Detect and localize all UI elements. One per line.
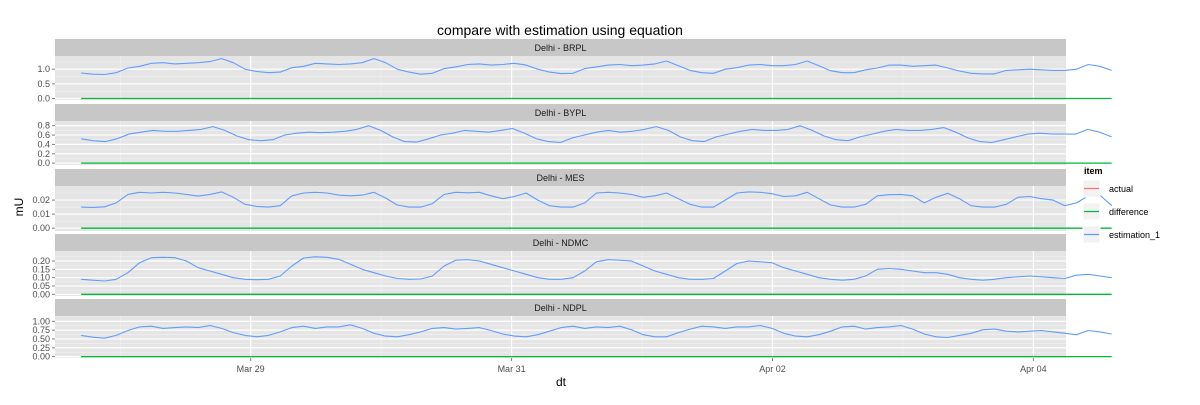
y-tick-label: 0.0 bbox=[37, 94, 50, 104]
facet-strip bbox=[55, 169, 1066, 186]
y-tick-label: 0.2 bbox=[37, 149, 50, 159]
y-tick-label: 0.01 bbox=[32, 209, 50, 219]
y-tick-label: 0.5 bbox=[37, 79, 50, 89]
series-line-estimation-1 bbox=[81, 191, 1113, 208]
y-tick-label: 0.10 bbox=[32, 273, 50, 283]
y-tick-label: 0.4 bbox=[37, 139, 50, 149]
series-line-estimation-1 bbox=[81, 125, 1112, 144]
y-tick-label: 0.6 bbox=[37, 130, 50, 140]
y-tick-label: 0.20 bbox=[32, 256, 50, 266]
x-tick-label: Apr 02 bbox=[759, 364, 786, 374]
y-tick-label: 0.50 bbox=[32, 334, 50, 344]
y-tick-label: 1.00 bbox=[32, 316, 50, 326]
y-tick-label: 0.00 bbox=[32, 352, 50, 362]
y-tick-label: 0.25 bbox=[32, 343, 50, 353]
facet-strip bbox=[55, 39, 1066, 56]
series-line-estimation-1 bbox=[81, 324, 1112, 339]
facet-panel bbox=[55, 186, 1066, 231]
x-tick-label: Mar 29 bbox=[237, 364, 265, 374]
chart-title: compare with estimation using equation bbox=[437, 22, 683, 38]
x-tick-label: Apr 04 bbox=[1020, 364, 1047, 374]
y-tick-label: 0.00 bbox=[32, 223, 50, 233]
y-tick-label: 0.00 bbox=[32, 289, 50, 299]
y-tick-label: 0.02 bbox=[32, 195, 50, 205]
facet-strip-label: Delhi - BRPL bbox=[534, 43, 586, 53]
legend-title: item bbox=[1084, 166, 1103, 176]
facet-strip-label: Delhi - MES bbox=[536, 173, 584, 183]
y-tick-label: 0.0 bbox=[37, 158, 50, 168]
legend-label: difference bbox=[1109, 207, 1148, 217]
facet-panel bbox=[55, 316, 1066, 358]
facet-strip bbox=[55, 299, 1066, 316]
facet-strip-label: Delhi - NDMC bbox=[533, 238, 589, 248]
facet-strip-label: Delhi - BYPL bbox=[535, 108, 587, 118]
y-tick-label: 0.15 bbox=[32, 264, 50, 274]
facet-panel bbox=[55, 56, 1066, 100]
series-line-estimation-1 bbox=[81, 256, 1112, 282]
facet-strip bbox=[55, 234, 1066, 251]
facet-strip bbox=[55, 104, 1066, 121]
x-axis-label: dt bbox=[556, 375, 567, 389]
y-tick-label: 0.05 bbox=[32, 281, 50, 291]
y-tick-label: 1.0 bbox=[37, 64, 50, 74]
facet-strip-label: Delhi - NDPL bbox=[534, 303, 587, 313]
y-tick-label: 0.75 bbox=[32, 325, 50, 335]
x-axis: Mar 29 Mar 31 Apr 02 Apr 04 bbox=[237, 358, 1047, 374]
series-line-estimation-1 bbox=[81, 58, 1112, 76]
legend-label: estimation_1 bbox=[1109, 230, 1160, 240]
x-tick-label: Mar 31 bbox=[498, 364, 526, 374]
y-axis-label: mU bbox=[12, 198, 26, 217]
legend-label: actual bbox=[1109, 184, 1133, 194]
y-tick-label: 0.8 bbox=[37, 121, 50, 131]
legend: item actual difference estimation_1 bbox=[1082, 166, 1160, 244]
